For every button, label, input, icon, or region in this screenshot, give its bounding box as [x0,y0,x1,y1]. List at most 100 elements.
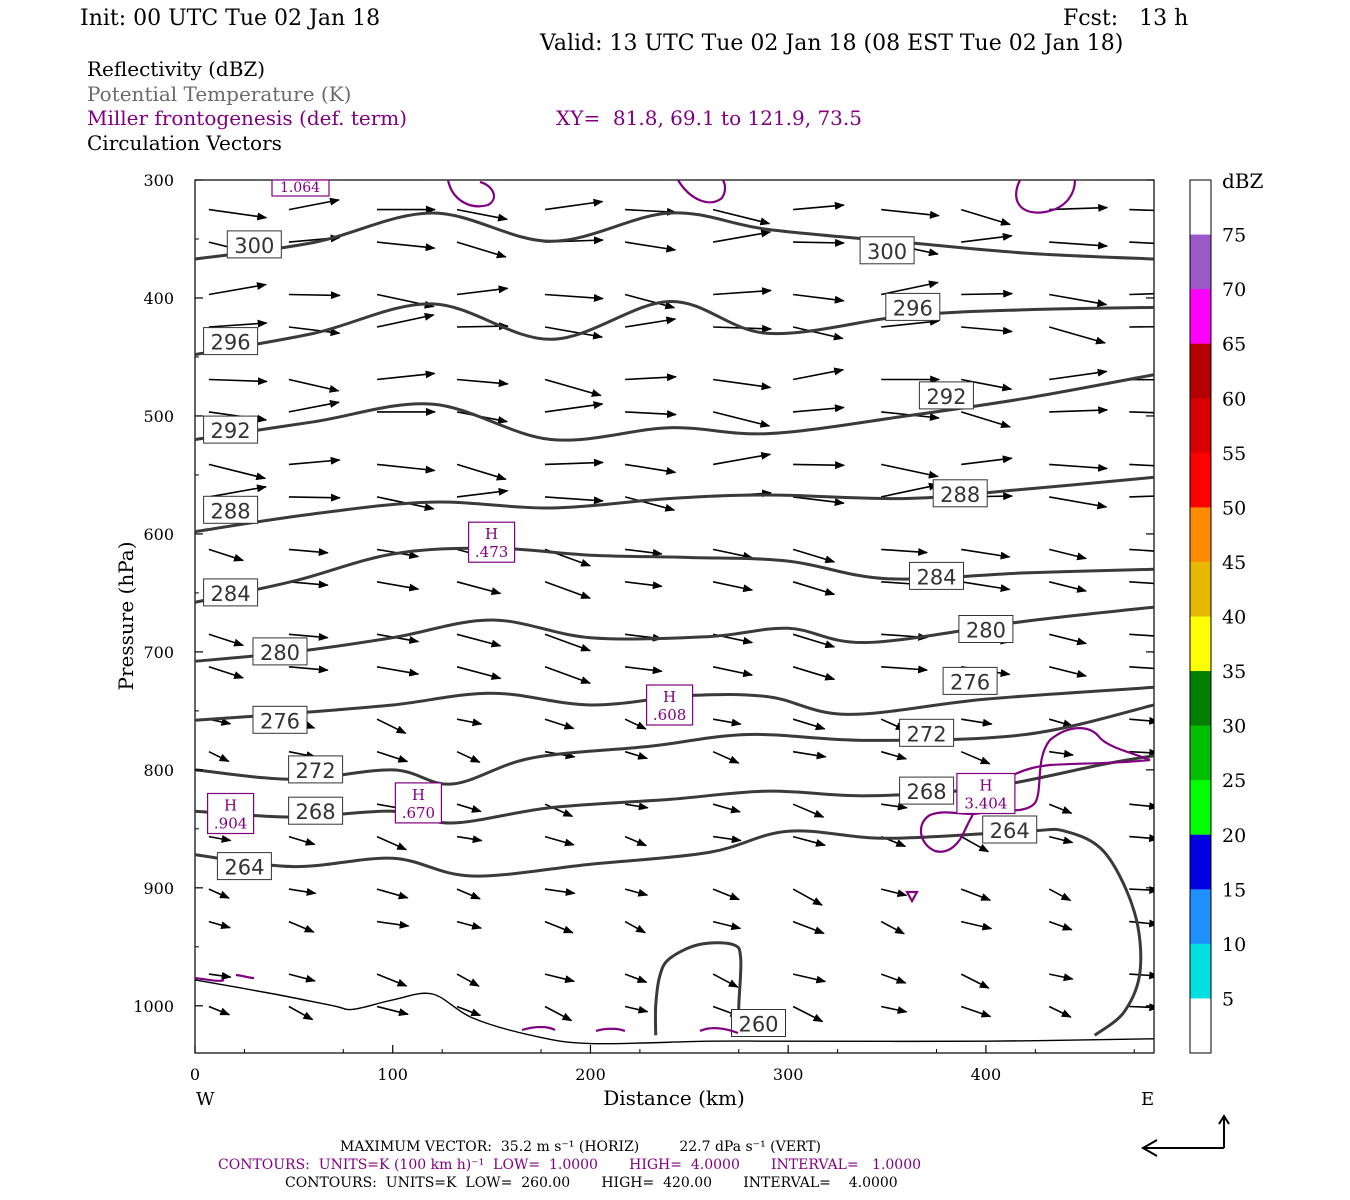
circulation-vector [1129,241,1154,245]
colorbar-swatch [1190,343,1211,399]
circulation-vector [712,451,772,466]
circulation-vector [1129,886,1154,894]
circulation-vector [288,665,329,674]
colorbar-level-label: 30 [1222,716,1246,738]
isentrope-label: 300 [234,234,274,258]
circulation-vector [792,718,826,731]
isentrope-label-box [958,615,1014,643]
circulation-vector [793,461,846,470]
circulation-vector [881,208,940,219]
circulation-vector [456,835,483,844]
circulation-vector [880,920,905,935]
circulation-vector [793,404,845,413]
circulation-vector [1049,368,1108,381]
circulation-vector [376,581,420,592]
colorbar-unit: dBZ [1222,169,1264,193]
colorbar-level-label: 50 [1222,497,1246,519]
circulation-vector [288,632,329,641]
y-tick-label: 800 [143,761,174,780]
circulation-vector [712,835,742,844]
isentrope-label-box [203,415,259,444]
circulation-vector [961,378,1013,392]
circulation-vector [288,920,315,933]
x-end-label-west: W [196,1089,215,1110]
circulation-vector [1129,633,1154,637]
circulation-vector [1049,548,1088,561]
circulation-vector [792,548,836,564]
circulation-vector [792,920,825,935]
circulation-vector [1049,496,1108,510]
isentrope-label: 268 [296,800,336,824]
circulation-vector [208,920,231,930]
max-vector-note: MAXIMUM VECTOR: 35.2 m s⁻¹ (HORIZ) 22.7 … [340,1139,822,1155]
fronto-max-box [956,772,1016,815]
circulation-vector [1129,208,1154,212]
circulation-vector [1129,971,1154,980]
colorbar-swatch [1190,289,1211,345]
isentrope-label-box [899,776,955,805]
isentrope-line [195,373,1154,442]
isentrope-label-box [859,236,915,265]
y-tick-label: 1000 [133,997,174,1016]
circulation-vector [288,493,341,502]
surface-line [195,979,1154,1045]
isentrope-label-box [288,796,344,825]
circulation-vector [208,484,267,498]
circulation-vector [625,548,663,557]
circulation-vector [712,581,754,593]
colorbar-level-label: 25 [1222,770,1246,792]
circulation-vector [544,718,575,730]
circulation-vector [376,750,409,763]
isentrope-label: 264 [224,856,264,880]
colorbar-swatch [1190,671,1211,727]
isentrope-line [653,941,743,1036]
colorbar-swatch [1190,234,1211,290]
circulation-vector [961,920,993,931]
isentrope-line [195,211,1154,261]
colorbar-level-label: 10 [1222,934,1246,956]
colorbar-swatch [1190,398,1211,454]
circulation-vector [456,378,509,388]
isentrope-label-box [203,495,259,524]
circulation-vector [456,888,481,900]
circulation-vector [792,750,827,760]
plot-area: 300 300 296 296 292 292 288 288 284 284 280 280 276 2… [195,197,1154,1045]
circulation-vector [712,803,741,814]
circulation-vector [1129,1003,1154,1012]
circulation-vector [793,238,846,247]
circulation-vector [288,1005,314,1021]
circulation-vector [792,326,844,341]
colorbar-level-label: 15 [1222,879,1246,901]
cross-section-endpoints: XY= 81.8, 69.1 to 121.9, 73.5 [556,106,862,130]
circulation-vector [544,1005,573,1022]
circulation-vector [792,633,836,649]
y-tick-label: 700 [143,643,174,662]
circulation-vector [793,293,845,304]
x-tick-label: 400 [971,1065,1002,1084]
legend-circulation: Circulation Vectors [87,131,282,155]
circulation-vector [1129,666,1154,670]
circulation-vector [208,971,232,980]
circulation-vector [792,367,845,381]
isentrope-label: 276 [260,709,300,733]
circulation-vector [544,835,575,847]
fronto-max-value: .608 [653,706,686,724]
circulation-vector [960,888,992,901]
circulation-vector [376,888,409,900]
circulation-vector [712,548,754,560]
circulation-vector [456,1005,482,1017]
isentrope-label: 272 [907,722,947,746]
fronto-max-label: H [224,797,237,815]
frontogenesis-contour [235,973,255,980]
circulation-vector [624,835,648,847]
circulation-vector [1129,292,1154,296]
x-tick-label: 200 [575,1065,606,1084]
frontogenesis-contour [905,890,919,904]
circulation-vector [288,326,341,337]
fronto-max-box [645,684,694,726]
circulation-vector [625,373,677,382]
circulation-vector [456,487,509,498]
circulation-vector [376,370,436,381]
colorbar-swatch [1190,834,1211,890]
